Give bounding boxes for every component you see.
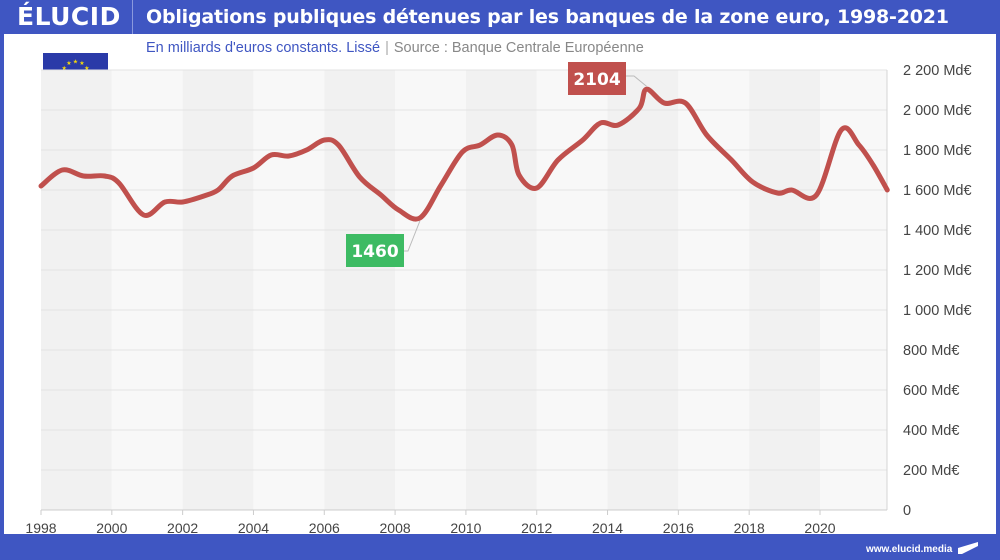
y-tick-label: 2 200 Md€ <box>903 63 972 79</box>
y-tick-label: 2 000 Md€ <box>903 103 972 119</box>
year-band <box>749 70 820 510</box>
year-band <box>182 70 254 510</box>
y-tick-label: 800 Md€ <box>903 343 959 359</box>
year-band <box>41 70 112 510</box>
x-tick-label: 2000 <box>96 520 127 536</box>
flag-star: ★ <box>79 60 84 67</box>
year-band <box>253 70 325 510</box>
annotation-leader <box>626 75 647 87</box>
chart-title: Obligations publiques détenues par les b… <box>146 6 949 28</box>
x-tick-label: 2020 <box>804 520 835 536</box>
flag-star: ★ <box>62 65 67 72</box>
flag-star: ★ <box>84 65 89 72</box>
year-band <box>324 70 396 510</box>
y-tick-label: 0 <box>903 503 911 519</box>
y-tick-label: 1 800 Md€ <box>903 143 972 159</box>
footer-url[interactable]: www.elucid.media <box>866 544 953 555</box>
annotations: 2104 1460 <box>346 62 647 267</box>
subtitle-separator: | <box>385 40 389 56</box>
x-tick-label: 2004 <box>238 520 269 536</box>
elucid-flag-icon <box>958 542 978 554</box>
y-axis: 0 200 Md€ 400 Md€ 600 Md€ 800 Md€ 1 000 Md€ 1 … <box>903 63 972 519</box>
y-tick-label: 1 000 Md€ <box>903 303 972 319</box>
x-tick-label: 2016 <box>663 520 694 536</box>
y-tick-label: 1 400 Md€ <box>903 223 972 239</box>
x-axis: 1998 2000 2002 2004 2006 2008 2010 2012 2014 2016… <box>25 510 836 536</box>
x-tick-label: 1998 <box>25 520 56 536</box>
elucid-logo: ÉLUCID <box>17 2 121 31</box>
year-band <box>536 70 608 510</box>
series-line <box>38 86 890 222</box>
grid-lines <box>41 69 888 511</box>
y-tick-label: 400 Md€ <box>903 423 959 439</box>
header-separator <box>132 0 133 36</box>
flag-star: ★ <box>66 60 71 67</box>
min-label: 1460 <box>351 242 398 262</box>
x-tick-label: 2014 <box>592 520 623 536</box>
unit-note: En milliards d'euros constants. Lissé <box>146 40 381 56</box>
x-tick-label: 2012 <box>521 520 552 536</box>
x-tick-label: 2006 <box>309 520 340 536</box>
header-bar: ÉLUCID Obligations publiques détenues pa… <box>0 0 1000 36</box>
source-note: Source : Banque Centrale Européenne <box>393 40 644 56</box>
x-tick-label: 2002 <box>167 520 198 536</box>
year-band <box>607 70 679 510</box>
max-label: 2104 <box>573 70 620 90</box>
x-tick-label: 2018 <box>734 520 765 536</box>
y-tick-label: 1 200 Md€ <box>903 263 972 279</box>
year-bands <box>41 70 887 510</box>
series-layer <box>38 86 890 222</box>
year-band <box>395 70 466 510</box>
chart-subtitle: En milliards d'euros constants. Lissé | So… <box>146 40 644 56</box>
x-tick-label: 2010 <box>450 520 481 536</box>
year-band <box>678 70 750 510</box>
min-label-box <box>346 234 404 267</box>
y-tick-label: 1 600 Md€ <box>903 183 972 199</box>
year-band <box>820 70 887 510</box>
annotation-leader <box>404 220 421 252</box>
flag-star: ★ <box>73 59 78 66</box>
year-band <box>111 70 183 510</box>
y-tick-label: 200 Md€ <box>903 463 959 479</box>
x-tick-label: 2008 <box>380 520 411 536</box>
y-tick-label: 600 Md€ <box>903 383 959 399</box>
max-label-box <box>568 62 626 95</box>
